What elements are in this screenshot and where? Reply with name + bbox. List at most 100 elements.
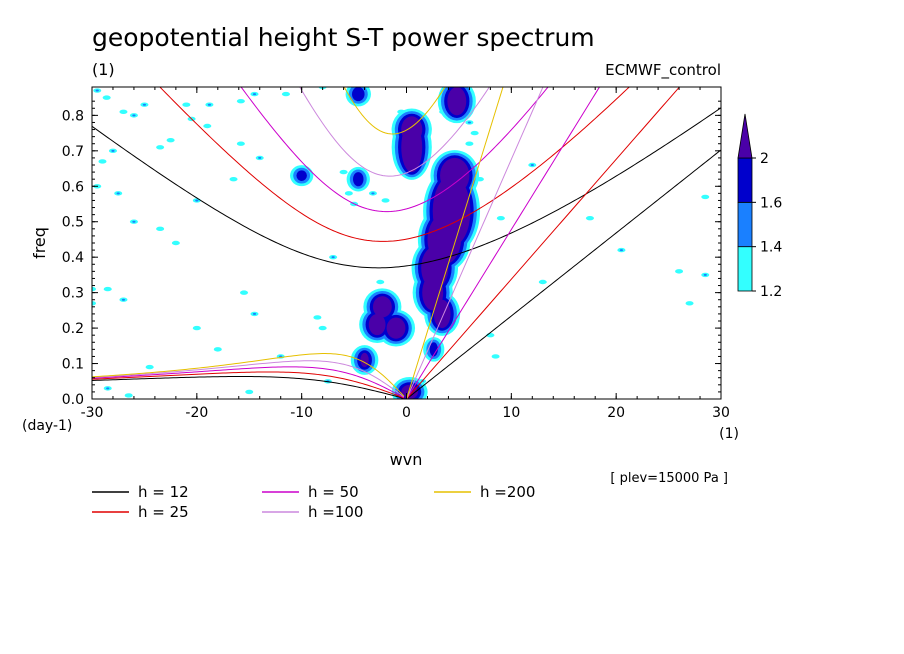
power-contour-level-3 [296, 170, 307, 181]
colorbar: 1.2 1.4 1.6 2 [737, 113, 782, 300]
dispersion-curve-kelvin-100 [406, 87, 544, 399]
low-power-spot [465, 141, 474, 146]
low-power-spot-core [195, 199, 199, 202]
low-power-spot [496, 215, 505, 221]
legend: h = 12 h = 25 h = 50 h =100 h =200 [92, 483, 535, 521]
y-tick-label: 0.4 [62, 250, 84, 266]
plev-footnote: [ plev=15000 Pa ] [610, 471, 728, 486]
low-power-spot-core [252, 312, 257, 315]
low-power-spot-core [619, 249, 624, 252]
power-contour-level-4 [422, 274, 444, 311]
low-power-spot [213, 347, 222, 352]
dispersion-curve-rossby-12 [92, 376, 405, 399]
low-power-spot-core [703, 273, 707, 276]
colorbar-label: 2 [760, 151, 769, 167]
low-power-spot [281, 91, 290, 97]
axes: -30 -20 -10 0 10 20 30 0.0 0.1 0.2 0.3 0.4 0.5 0.6 0.7… [62, 87, 730, 421]
low-power-spot [182, 102, 191, 107]
x-tick-label: 20 [607, 405, 625, 421]
low-power-spot-core [132, 220, 136, 223]
power-contour-level-4 [360, 352, 369, 368]
low-power-spot [92, 301, 96, 306]
low-power-spot-core [95, 89, 99, 92]
colorbar-label: 1.2 [760, 284, 782, 300]
low-power-spot [156, 145, 165, 150]
legend-label: h = 50 [308, 483, 359, 501]
y-tick-label: 0.7 [62, 144, 84, 160]
low-power-spot [229, 176, 238, 182]
low-power-spot [491, 354, 500, 359]
dispersion-curve-inertia-gravity-12 [92, 107, 721, 269]
x-tick-label: -20 [185, 405, 208, 421]
legend-label: h = 12 [138, 483, 189, 501]
y-tick-label: 0.3 [62, 286, 84, 302]
low-power-spot [240, 290, 249, 295]
power-contour-level-4 [372, 296, 392, 318]
power-contour-level-3 [351, 87, 365, 102]
y-axis-title: freq [30, 227, 49, 259]
low-power-spot [98, 159, 107, 164]
x-tick-label: -10 [290, 405, 313, 421]
dispersion-curve-inertia-gravity-100 [299, 87, 490, 177]
low-power-spot-core [331, 256, 335, 259]
x-tick-label: 0 [402, 405, 411, 421]
low-power-spot [166, 137, 175, 143]
low-power-spot [103, 286, 112, 292]
chart-subtitle-right: ECMWF_control [605, 61, 721, 80]
x-tick-label: -30 [81, 405, 104, 421]
colorbar-arrow [737, 113, 753, 159]
low-power-spot [171, 240, 180, 246]
y-tick-label: 0.2 [62, 321, 84, 337]
low-power-spot-core [467, 121, 471, 124]
x-tick-label: 10 [502, 405, 520, 421]
legend-label: h =200 [480, 483, 535, 501]
y-tick-label: 0.1 [62, 357, 84, 373]
chart-title: geopotential height S-T power spectrum [92, 23, 595, 52]
low-power-spot-core [111, 149, 115, 152]
low-power-spot [685, 301, 694, 306]
low-power-spot-core [207, 103, 212, 106]
low-power-spot [203, 123, 212, 129]
dispersion-curve-kelvin-50 [406, 87, 601, 399]
low-power-spot [470, 130, 479, 136]
dispersion-curve-kelvin-12 [406, 149, 721, 399]
low-power-spot-core [106, 387, 110, 390]
colorbar-label: 1.4 [760, 240, 782, 256]
y-tick-label: 0.0 [62, 392, 84, 408]
dispersion-curve-rossby-25 [92, 371, 405, 399]
y-tick-label: 0.6 [62, 179, 84, 195]
low-power-spot [145, 364, 154, 370]
low-power-spots [92, 87, 710, 398]
low-power-spot [156, 226, 165, 232]
low-power-spot [236, 98, 245, 104]
low-power-spot [102, 95, 111, 100]
dispersion-curve-rossby-200 [92, 353, 405, 397]
low-power-spot [675, 269, 684, 274]
low-power-spot [344, 191, 353, 196]
low-power-spot [92, 286, 96, 292]
low-power-spot-core [142, 103, 147, 106]
low-power-spot [192, 325, 201, 331]
power-contour-level-4 [386, 317, 406, 339]
low-power-spot-core [252, 93, 257, 96]
low-power-spot [538, 279, 547, 285]
dispersion-curve-kelvin-25 [406, 87, 681, 399]
low-power-spot [318, 325, 327, 331]
power-contour-level-3 [353, 172, 364, 187]
power-contour-level-3 [429, 342, 438, 357]
low-power-spot [585, 215, 594, 221]
x-tick-label: 30 [712, 405, 730, 421]
low-power-spot [701, 194, 710, 200]
colorbar-segment [737, 157, 753, 203]
dispersion-curve-rossby-100 [92, 360, 405, 398]
low-power-spot [119, 109, 128, 115]
y-tick-label: 0.8 [62, 108, 84, 124]
low-power-spot [313, 315, 322, 320]
dispersion-curve-rossby-50 [92, 366, 405, 399]
power-contour-level-4 [447, 87, 467, 116]
low-power-spot [236, 141, 245, 146]
low-power-spot-core [371, 192, 375, 195]
dispersion-curves [92, 87, 721, 399]
colorbar-segment [737, 246, 753, 292]
